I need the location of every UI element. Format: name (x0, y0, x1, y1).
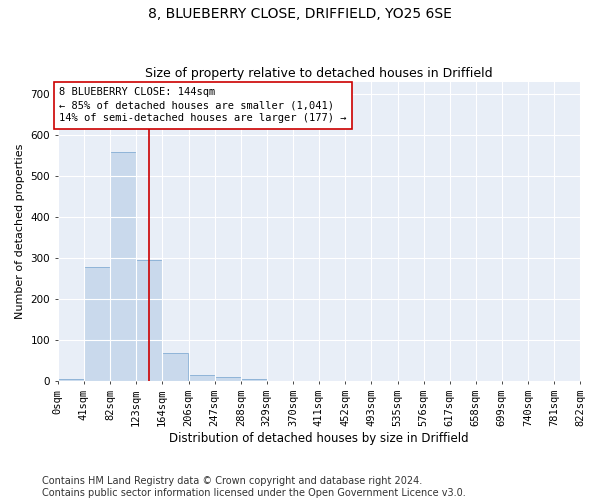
Bar (84, 266, 110, 382)
Y-axis label: Number of detached properties: Number of detached properties (15, 144, 25, 320)
Text: 8, BLUEBERRY CLOSE, DRIFFIELD, YO25 6SE: 8, BLUEBERRY CLOSE, DRIFFIELD, YO25 6SE (148, 8, 452, 22)
Bar (58, 380, 84, 382)
Bar (110, 152, 136, 382)
Bar (188, 375, 215, 382)
X-axis label: Distribution of detached houses by size in Driffield: Distribution of detached houses by size … (169, 432, 469, 445)
Text: 8 BLUEBERRY CLOSE: 144sqm
← 85% of detached houses are smaller (1,041)
14% of se: 8 BLUEBERRY CLOSE: 144sqm ← 85% of detac… (59, 87, 347, 124)
Text: Contains HM Land Registry data © Crown copyright and database right 2024.
Contai: Contains HM Land Registry data © Crown c… (42, 476, 466, 498)
Bar (136, 260, 162, 382)
Bar (241, 380, 267, 382)
Bar (215, 377, 241, 382)
Bar (162, 352, 188, 382)
Title: Size of property relative to detached houses in Driffield: Size of property relative to detached ho… (145, 66, 493, 80)
